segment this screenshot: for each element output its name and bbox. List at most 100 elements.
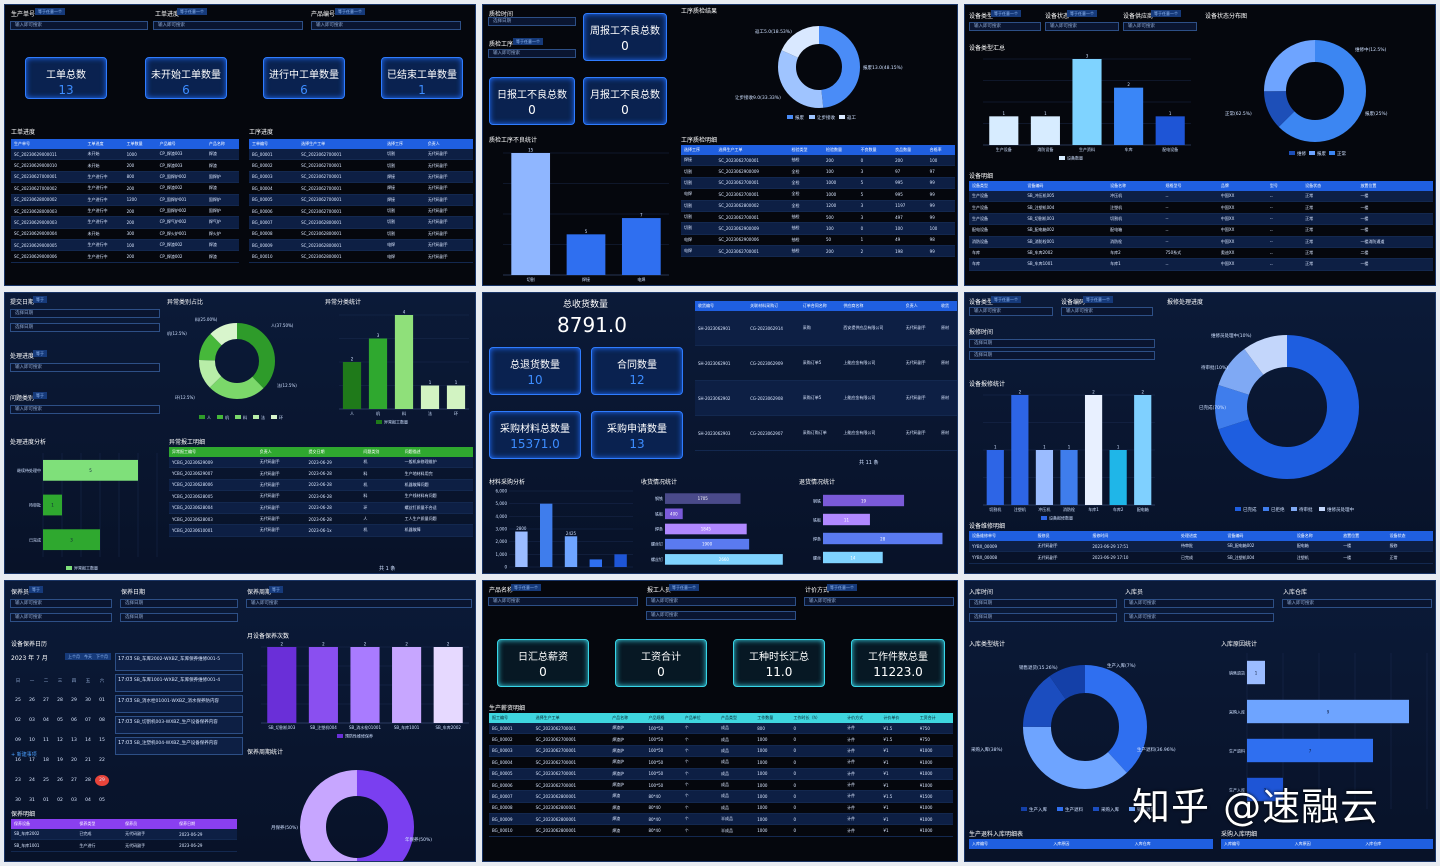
table-row[interactable]: SC_20230627000001 生产进行中 800 CP_固焊炉002 固焊炉 [11,171,239,184]
calendar-day[interactable]: 29 [71,698,77,703]
table-row[interactable]: 切割 SC_2023062800002 全检 1200 3 1197 99 [681,200,955,212]
search-input[interactable]: 输入即可搜索 [804,597,954,606]
column-header[interactable]: 放置位置 [1340,531,1387,541]
search-input[interactable]: 输入即可搜索 [10,21,148,30]
column-header[interactable]: 规格型号 [1162,181,1218,191]
column-header[interactable]: 工单进度 [84,139,124,149]
column-header[interactable]: 入库编号 [1221,839,1292,849]
table-row[interactable]: BG_00002 SC_2023062700001 焊渣炉 100*50 个成品 1000… [489,733,953,746]
calendar-day[interactable]: 23 [15,778,21,783]
table-row[interactable]: SC_20230628000002 生产进行中 1200 CP_固焊炉001 固焊炉 [11,194,239,206]
column-header[interactable]: 负责人 [424,139,473,149]
column-header[interactable]: 选择生产工单 [298,139,385,149]
filter-operator[interactable]: 等于任意一个 [511,584,541,591]
calendar-day[interactable]: 08 [99,718,105,723]
search-input[interactable]: 输入即可搜索 [646,611,796,620]
calendar-day[interactable]: 28 [85,778,91,783]
calendar-day[interactable]: 07 [85,718,91,723]
table-row[interactable]: 焊接 SC_2023062700001 抽检 200 0 200 100 [681,155,955,167]
calendar-day[interactable]: 21 [85,758,91,763]
calendar-day[interactable]: 25 [15,698,21,703]
column-header[interactable]: 问题类别 [360,447,402,457]
table-row[interactable]: 生产设备 SB_冲压机005 冲压机 -- 中国XX -- 正常 一楼 [969,191,1433,203]
column-header[interactable]: 选择生产工单 [715,145,789,155]
column-header[interactable]: 报修时间 [1089,531,1179,541]
today-button[interactable]: 今天 [81,653,95,660]
next-month-button[interactable]: 下个月 [93,653,111,660]
calendar-day[interactable]: 30 [85,698,91,703]
table-row[interactable]: BG_00007 SC_2023062800001 切割 无代码副手 [249,216,473,229]
table-row[interactable]: 切割 SC_2023062700001 抽检 500 3 497 99 [681,211,955,224]
filter-operator[interactable]: 等于任意一个 [1151,10,1181,17]
table-row[interactable]: 电焊 SC_2023062700001 全检 1000 5 995 99 [681,188,955,201]
table-row[interactable]: BG_00005 SC_2023062700001 焊接 无代码副手 [249,194,473,206]
table-row[interactable]: SC_20230629000010 未开始 200 CP_焊渣003 焊渣 [11,159,239,172]
filter-operator[interactable]: 等于任意一个 [827,584,857,591]
search-input[interactable]: 输入即可搜索 [246,599,472,608]
column-header[interactable]: 收货 [937,301,957,311]
calendar-event[interactable]: 17:03 SB_注塑机004-WXBZ_生产设备保养内容 [115,737,243,755]
column-header[interactable]: 入库编号 [969,839,1051,849]
calendar-day[interactable]: 14 [85,738,91,743]
table-row[interactable]: YCBG_20230628003 无代码副手 2023-06-28 人工人生产质量问题 [169,513,473,526]
table-row[interactable]: BG_00004 SC_2023062700001 焊接 无代码副手 [249,182,473,195]
column-header[interactable]: 工单数量 [123,139,157,149]
table-row[interactable]: 电焊 SC_2023062700001 抽检 200 2 198 99 [681,245,955,258]
search-input[interactable]: 输入即可搜索 [1123,22,1197,31]
table-row[interactable]: BG_00006 SC_2023062700001 焊渣炉 100*50 个成品 1000… [489,779,953,792]
column-header[interactable]: 负责人 [902,301,938,311]
table-row[interactable]: SC_20230629000005 生产进行中 100 CP_焊渣002 焊渣 [11,239,239,252]
table-row[interactable]: YCBG_20230610001 无代码副手 2023-06-1x 机机器故障 [169,524,473,537]
date-input[interactable]: 选择日期 [120,613,238,622]
column-header[interactable]: 选择工序 [681,145,716,155]
table-row[interactable]: BG_00008 SC_2023062800001 切割 无代码副手 [249,228,473,241]
column-header[interactable]: 生产单号 [11,139,85,149]
calendar-day[interactable]: 05 [57,718,63,723]
column-header[interactable]: 入库原因 [1291,839,1363,849]
search-input[interactable]: 输入即可搜索 [969,22,1041,31]
search-input[interactable]: 输入即可搜索 [488,597,638,606]
column-header[interactable]: 报修员 [1034,531,1090,541]
column-header[interactable]: 保养日期 [176,819,237,829]
calendar-day[interactable]: 05 [99,798,105,803]
table-row[interactable]: BG_00001 SC_2023062700001 焊渣炉 100*50 个成品 800 0… [489,723,953,735]
filter-operator[interactable]: 等于 [33,350,47,357]
calendar-day[interactable]: 19 [57,758,63,763]
filter-operator[interactable]: 等于任意一个 [513,38,543,45]
search-input[interactable]: 输入即可搜索 [1061,307,1153,316]
calendar-day[interactable]: 11 [43,738,49,743]
calendar-day[interactable]: 01 [43,798,49,803]
filter-operator[interactable]: 等于 [33,392,47,399]
calendar-day[interactable]: 02 [57,798,63,803]
table-row[interactable]: BG_00009 SC_2023062800001 焊渣 80*40 个半成品 1000 0… [489,813,953,826]
column-header[interactable]: 检验类型 [788,145,824,155]
calendar-day[interactable]: 04 [85,798,91,803]
column-header[interactable]: 提交日期 [305,447,361,457]
column-header[interactable]: 设备名称 [1293,531,1341,541]
date-input[interactable]: 选择日期 [120,599,238,608]
column-header[interactable]: 产品规格 [645,713,682,723]
column-header[interactable]: 收货编号 [695,301,748,311]
table-row[interactable]: 切割 SC_2023062900009 全检 100 3 97 97 [681,165,955,178]
calendar-day[interactable]: 16 [15,758,21,763]
table-row[interactable]: 配电设备 SB_配电箱002 配电箱 -- 中国XX -- 正常 一楼 [969,224,1433,237]
search-input[interactable]: 输入即可搜索 [10,599,112,608]
column-header[interactable]: 工单编号 [249,139,299,149]
calendar-day[interactable]: 28 [57,698,63,703]
table-row[interactable]: SC_20230629000011 未开始 1000 CP_焊渣003 焊渣 [11,149,239,161]
column-header[interactable]: 工作时长（h） [790,713,845,723]
column-header[interactable]: 计价单价 [880,713,917,723]
column-header[interactable]: 设备类型 [969,181,1025,191]
column-header[interactable]: 工作数量 [754,713,791,723]
column-header[interactable]: 报工编号 [489,713,533,723]
search-input[interactable]: 输入即可搜索 [1045,22,1119,31]
new-event-link[interactable]: + 新建事项 [11,752,37,758]
column-header[interactable]: 产品单位 [681,713,718,723]
table-row[interactable]: YCBG_20230629007 无代码副手 2023-06-28 料生产地材料用完 [169,467,473,480]
table-row[interactable]: SH-2023062903 CG-2023062907 采购订购订单 上能应金有限公司… [695,415,957,451]
calendar-event[interactable]: 17:03 SB_切割机003-WXBZ_生产设备保养内容 [115,716,243,734]
search-input[interactable]: 输入即可搜索 [646,597,796,606]
calendar-event[interactable]: 17:03 SB_消水栓01001-WXBZ_消水保养防内容 [115,695,243,713]
calendar-day[interactable]: 03 [29,718,35,723]
table-row[interactable]: SC_20230627000002 生产进行中 200 CP_焊渣002 焊渣 [11,182,239,195]
